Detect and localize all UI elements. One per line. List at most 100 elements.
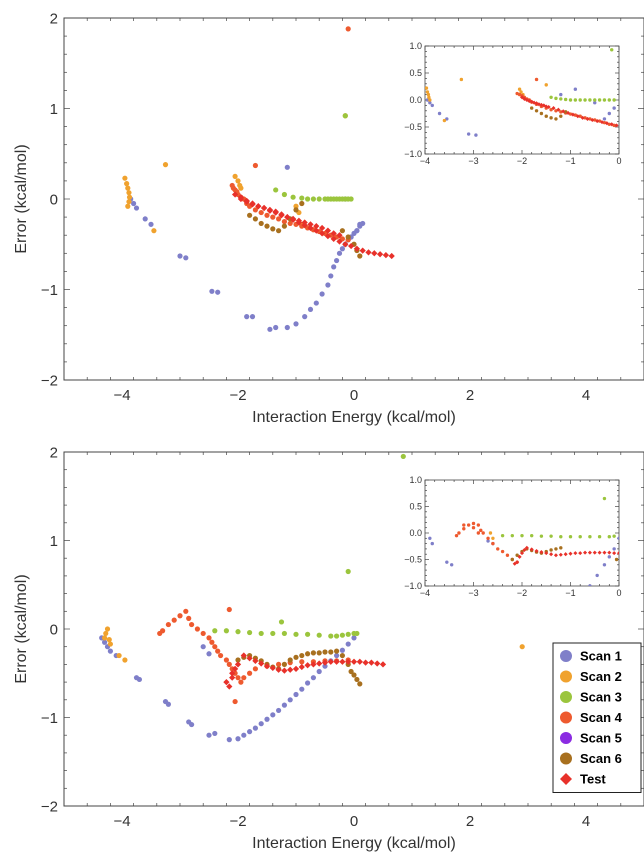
data-point — [593, 98, 597, 102]
y-tick-label: −1.0 — [404, 581, 422, 591]
data-point — [481, 531, 485, 535]
data-point — [368, 659, 375, 666]
data-point — [102, 635, 108, 641]
data-point — [247, 212, 253, 218]
data-point — [575, 114, 580, 119]
chart-4: −4 −3 −2 −1 0 −1.0 −0.5 0.0 0.5 1.0 — [404, 475, 621, 598]
x-tick-label: −1 — [565, 156, 575, 166]
data-point — [247, 670, 253, 676]
data-point — [454, 533, 459, 538]
data-point — [313, 223, 320, 230]
data-point — [425, 98, 430, 102]
series-scan-3 — [273, 113, 354, 202]
data-point — [104, 626, 111, 632]
data-point — [549, 108, 553, 112]
legend-marker — [560, 670, 572, 683]
data-point — [151, 228, 157, 234]
data-point — [549, 116, 553, 120]
data-point — [223, 657, 229, 663]
data-points — [425, 48, 619, 137]
x-tick-label: −4 — [420, 156, 430, 166]
data-point — [554, 547, 558, 551]
legend-label: Test — [580, 772, 606, 787]
data-point — [247, 629, 253, 636]
data-point — [183, 255, 189, 261]
data-point — [563, 552, 568, 557]
x-tick-label: −4 — [113, 387, 130, 404]
data-point — [614, 557, 619, 562]
data-point — [200, 630, 206, 637]
series-scan-1 — [425, 87, 616, 137]
data-point — [345, 234, 351, 240]
data-point — [270, 214, 276, 220]
data-point — [551, 106, 556, 111]
data-point — [517, 554, 522, 559]
y-tick-label: −0.5 — [404, 122, 422, 132]
data-point — [305, 651, 311, 657]
data-point — [524, 97, 529, 103]
data-point — [614, 123, 619, 128]
data-point — [339, 647, 345, 653]
data-point — [590, 117, 595, 123]
data-point — [281, 661, 287, 668]
data-point — [602, 563, 607, 567]
data-point — [524, 545, 529, 550]
data-point — [351, 635, 357, 641]
data-points — [122, 26, 395, 332]
data-point — [183, 608, 189, 614]
data-point — [539, 550, 544, 555]
data-point — [530, 106, 534, 110]
series-test — [512, 545, 619, 566]
data-point — [354, 630, 360, 637]
data-point — [345, 641, 351, 647]
data-point — [517, 87, 522, 91]
data-point — [544, 104, 549, 109]
data-point — [336, 232, 343, 239]
data-point — [357, 221, 363, 227]
data-point — [281, 223, 287, 229]
data-point — [519, 551, 525, 556]
data-point — [284, 324, 290, 331]
data-point — [200, 644, 206, 650]
data-point — [336, 238, 343, 245]
data-point — [549, 548, 553, 552]
data-point — [206, 635, 212, 641]
data-point — [133, 205, 140, 211]
data-point — [382, 251, 390, 259]
data-point — [330, 230, 337, 237]
data-point — [241, 732, 247, 738]
data-point — [307, 224, 314, 232]
x-tick-label: −2 — [517, 156, 527, 166]
series-scan-2 — [425, 77, 548, 123]
data-point — [231, 665, 239, 672]
data-point — [249, 314, 256, 320]
data-point — [160, 628, 166, 634]
data-point — [559, 535, 563, 539]
data-point — [116, 652, 122, 659]
data-point — [307, 221, 314, 228]
data-point — [284, 164, 290, 170]
data-point — [284, 213, 291, 221]
data-point — [212, 628, 218, 634]
data-point — [324, 232, 332, 240]
data-point — [376, 251, 384, 258]
data-point — [290, 194, 296, 200]
data-point — [430, 541, 434, 546]
data-point — [342, 241, 349, 248]
data-point — [287, 657, 293, 663]
data-point — [568, 98, 573, 102]
data-point — [295, 217, 303, 224]
data-point — [580, 115, 585, 120]
y-tick-label: 0 — [50, 621, 58, 638]
data-point — [345, 658, 352, 665]
data-point — [316, 632, 322, 638]
x-tick-label: 2 — [466, 813, 474, 830]
y-tick-label: 1.0 — [409, 475, 422, 485]
data-point — [602, 98, 607, 102]
data-point — [510, 557, 514, 562]
data-point — [313, 227, 320, 234]
data-point — [107, 648, 113, 654]
data-point — [272, 208, 279, 215]
data-point — [570, 112, 575, 117]
data-point — [247, 729, 253, 735]
